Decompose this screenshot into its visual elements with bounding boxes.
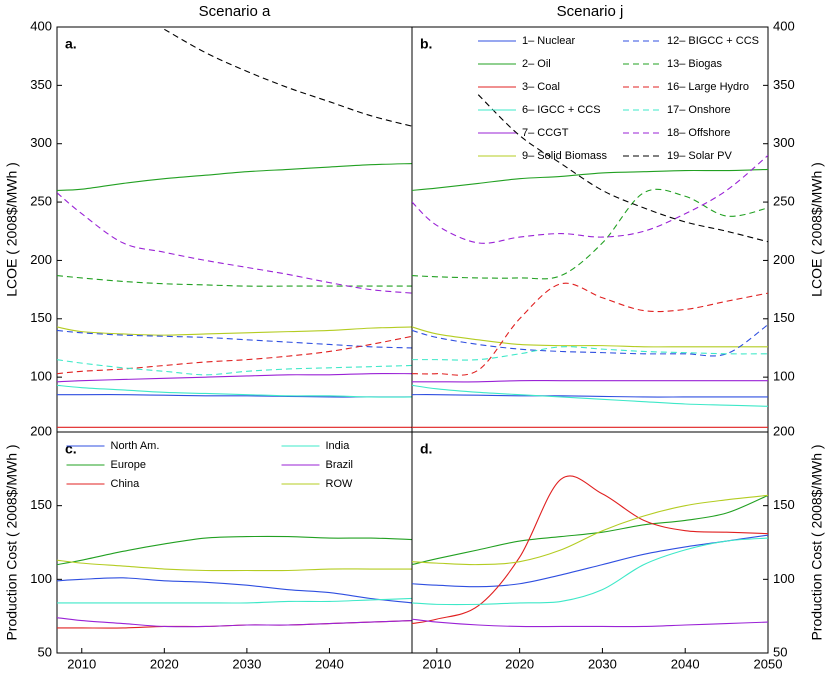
series-line [412, 537, 768, 606]
series-line [477, 94, 768, 243]
legend-label: 13– Biogas [667, 58, 723, 70]
legend-label: ROW [326, 478, 354, 490]
series-line [412, 282, 768, 376]
x-tick-label: 2010 [67, 656, 96, 671]
y-tick-label: 150 [30, 497, 52, 512]
series-line [57, 559, 412, 572]
y-tick-label: 200 [773, 423, 795, 438]
legend-label: 1– Nuclear [522, 35, 576, 47]
series-line [57, 359, 412, 376]
panel-label: c. [65, 441, 77, 457]
legend-label: 18– Offshore [667, 127, 730, 139]
series-line [57, 535, 412, 566]
y-tick-label: 200 [30, 252, 52, 267]
series-line [57, 275, 412, 287]
x-tick-label: 2030 [588, 656, 617, 671]
series-line [57, 329, 412, 349]
series-line [57, 597, 412, 604]
series-line [412, 534, 768, 588]
legend-label: Europe [111, 459, 146, 471]
y-axis-label: Production Cost ( 2008$/MWh ) [4, 444, 20, 640]
y-tick-label: 200 [773, 252, 795, 267]
series-line [412, 384, 768, 407]
series-line [412, 494, 768, 566]
x-tick-label: 2030 [232, 656, 261, 671]
panel-title: Scenario j [557, 3, 624, 20]
series-line [412, 494, 768, 566]
series-line [57, 577, 412, 604]
y-tick-label: 150 [773, 310, 795, 325]
series-line [57, 192, 412, 294]
y-tick-label: 100 [773, 369, 795, 384]
plot-frame [411, 431, 769, 654]
y-tick-label: 400 [773, 18, 795, 33]
legend-label: 19– Solar PV [667, 150, 732, 162]
y-tick-label: 100 [30, 369, 52, 384]
series-line [412, 326, 768, 348]
series-line [412, 618, 768, 628]
y-tick-label: 100 [30, 571, 52, 586]
series-line [412, 188, 768, 280]
panel-label: b. [420, 36, 432, 52]
series-line [57, 326, 412, 336]
y-tick-label: 100 [773, 571, 795, 586]
series-line [412, 380, 768, 383]
y-tick-label: 400 [30, 18, 52, 33]
series-line [412, 475, 768, 625]
y-tick-label: 350 [773, 77, 795, 92]
legend-label: China [111, 478, 141, 490]
series-line [412, 346, 768, 361]
y-tick-label: 150 [30, 310, 52, 325]
y-axis-label: LCOE ( 2008$/MWh ) [4, 162, 20, 297]
legend-label: 12– BIGCC + CCS [667, 35, 759, 47]
series-line [412, 168, 768, 191]
legend-label: Brazil [326, 459, 354, 471]
legend-label: North Am. [111, 440, 160, 452]
panel-label: d. [420, 441, 432, 457]
series-line [57, 335, 412, 375]
x-tick-label: 2010 [422, 656, 451, 671]
y-tick-label: 150 [773, 497, 795, 512]
x-tick-label: 2040 [315, 656, 344, 671]
legend-label: 16– Large Hydro [667, 81, 749, 93]
series-line [164, 28, 412, 127]
x-tick-label: 2040 [671, 656, 700, 671]
y-tick-label: 300 [773, 135, 795, 150]
x-tick-label: 2050 [754, 656, 783, 671]
y-tick-label: 300 [30, 135, 52, 150]
series-line [57, 620, 412, 629]
y-tick-label: 200 [30, 423, 52, 438]
legend-label: India [326, 440, 351, 452]
panel-label: a. [65, 36, 77, 52]
series-line [412, 324, 768, 357]
legend-label: 2– Oil [522, 58, 551, 70]
series-line [412, 394, 768, 398]
series-line [57, 373, 412, 383]
y-tick-label: 250 [30, 194, 52, 209]
series-line [412, 154, 768, 244]
series-line [57, 617, 412, 628]
legend-label: 9– Solid Biomass [522, 150, 607, 162]
y-tick-label: 350 [30, 77, 52, 92]
legend-label: 3– Coal [522, 81, 560, 93]
legend-label: 17– Onshore [667, 104, 731, 116]
y-tick-label: 50 [38, 644, 52, 659]
legend-label: 6– IGCC + CCS [522, 104, 601, 116]
y-axis-label: Production Cost ( 2008$/MWh ) [809, 444, 825, 640]
series-line [57, 163, 412, 191]
panel-title: Scenario a [199, 3, 271, 20]
x-tick-label: 2020 [150, 656, 179, 671]
y-tick-label: 50 [773, 644, 787, 659]
series-line [57, 394, 412, 398]
y-axis-label: LCOE ( 2008$/MWh ) [809, 162, 825, 297]
plot-frame [56, 26, 413, 433]
y-tick-label: 250 [773, 194, 795, 209]
x-tick-label: 2020 [505, 656, 534, 671]
series-line [57, 384, 412, 398]
legend-label: 7– CCGT [522, 127, 569, 139]
